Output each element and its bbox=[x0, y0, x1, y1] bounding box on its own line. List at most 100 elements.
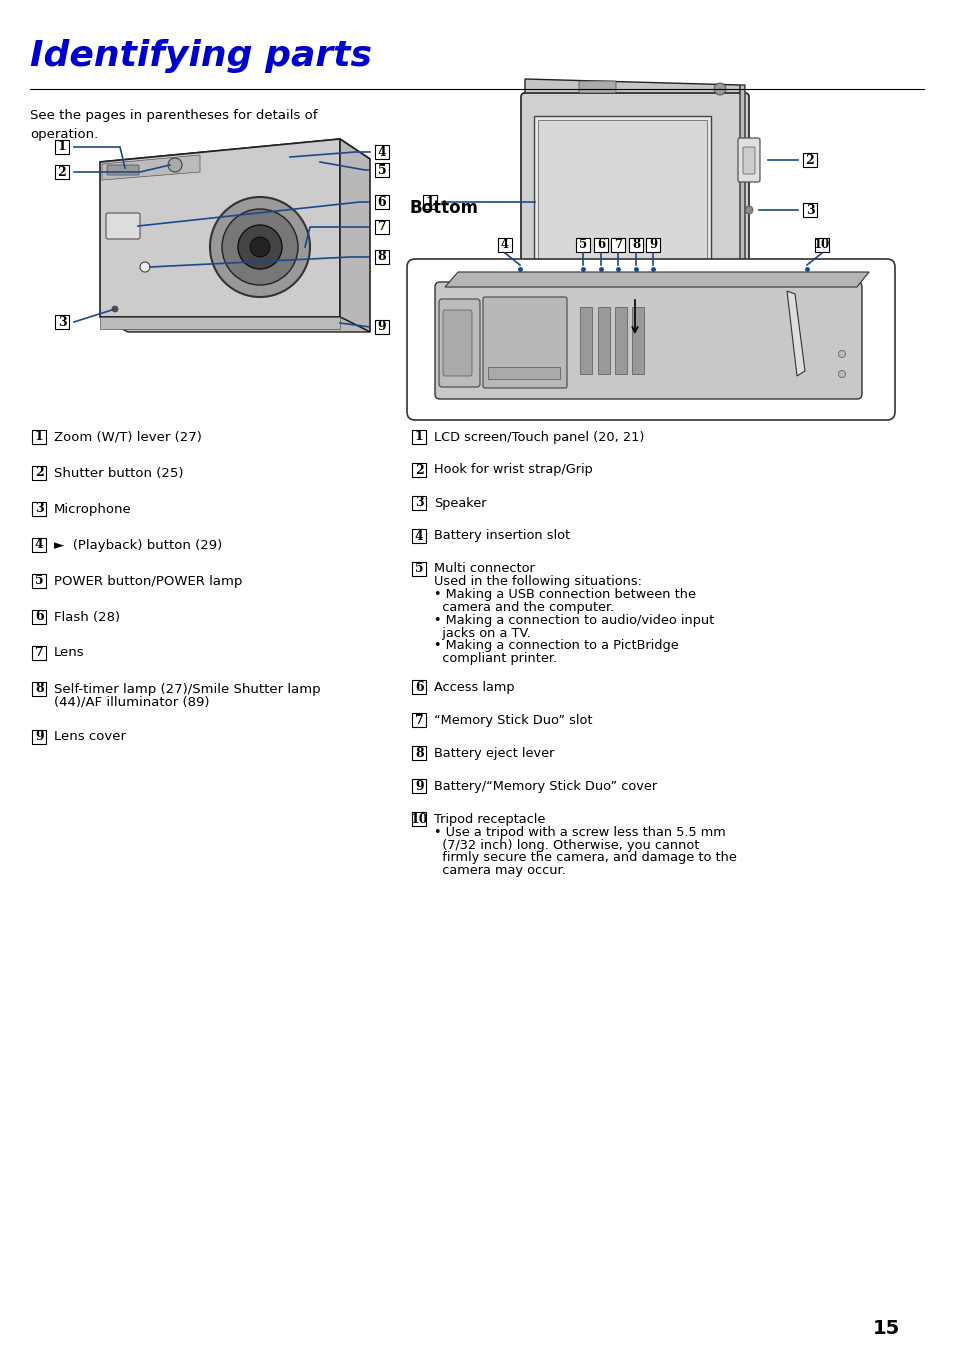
Text: 6: 6 bbox=[597, 239, 604, 251]
FancyBboxPatch shape bbox=[107, 166, 139, 175]
Text: 7: 7 bbox=[415, 714, 423, 727]
Text: Access lamp: Access lamp bbox=[434, 681, 514, 693]
Text: Self-timer lamp (27)/Smile Shutter lamp: Self-timer lamp (27)/Smile Shutter lamp bbox=[54, 683, 320, 696]
Polygon shape bbox=[100, 318, 370, 332]
Text: 7: 7 bbox=[35, 646, 44, 660]
Circle shape bbox=[210, 197, 310, 297]
FancyBboxPatch shape bbox=[55, 166, 69, 179]
Circle shape bbox=[713, 83, 725, 95]
FancyBboxPatch shape bbox=[537, 119, 706, 269]
FancyBboxPatch shape bbox=[32, 611, 46, 624]
Circle shape bbox=[168, 157, 182, 172]
Text: Flash (28): Flash (28) bbox=[54, 611, 120, 623]
Text: 1: 1 bbox=[425, 195, 434, 209]
Text: • Making a connection to audio/video input: • Making a connection to audio/video inp… bbox=[434, 613, 714, 627]
FancyBboxPatch shape bbox=[520, 94, 748, 296]
Text: 3: 3 bbox=[57, 315, 67, 328]
Circle shape bbox=[250, 237, 270, 256]
FancyBboxPatch shape bbox=[412, 430, 426, 444]
Text: 4: 4 bbox=[415, 529, 423, 543]
FancyBboxPatch shape bbox=[598, 307, 609, 375]
FancyBboxPatch shape bbox=[375, 250, 389, 265]
Text: 1: 1 bbox=[35, 430, 44, 444]
FancyBboxPatch shape bbox=[534, 115, 710, 273]
Text: LCD screen/Touch panel (20, 21): LCD screen/Touch panel (20, 21) bbox=[434, 430, 644, 444]
FancyBboxPatch shape bbox=[412, 813, 426, 826]
FancyBboxPatch shape bbox=[442, 309, 472, 376]
Text: 8: 8 bbox=[631, 239, 639, 251]
Text: 9: 9 bbox=[35, 730, 44, 744]
FancyBboxPatch shape bbox=[32, 646, 46, 660]
Polygon shape bbox=[786, 290, 804, 376]
Text: Identifying parts: Identifying parts bbox=[30, 39, 372, 73]
FancyBboxPatch shape bbox=[482, 297, 566, 388]
FancyBboxPatch shape bbox=[412, 562, 426, 575]
FancyBboxPatch shape bbox=[32, 502, 46, 516]
Text: 15: 15 bbox=[872, 1319, 899, 1338]
Text: Battery eject lever: Battery eject lever bbox=[434, 746, 554, 760]
FancyBboxPatch shape bbox=[55, 140, 69, 153]
Text: 5: 5 bbox=[415, 563, 423, 575]
FancyBboxPatch shape bbox=[32, 537, 46, 552]
Polygon shape bbox=[740, 85, 744, 292]
Text: 8: 8 bbox=[415, 746, 423, 760]
FancyBboxPatch shape bbox=[578, 81, 616, 94]
FancyBboxPatch shape bbox=[412, 529, 426, 543]
Text: 2: 2 bbox=[35, 467, 44, 479]
FancyBboxPatch shape bbox=[55, 315, 69, 328]
FancyBboxPatch shape bbox=[802, 153, 816, 167]
Text: Zoom (W/T) lever (27): Zoom (W/T) lever (27) bbox=[54, 430, 202, 444]
Text: 5: 5 bbox=[35, 574, 44, 588]
Text: 10: 10 bbox=[813, 239, 829, 251]
Text: 4: 4 bbox=[500, 239, 509, 251]
FancyBboxPatch shape bbox=[488, 366, 559, 379]
Text: Shutter button (25): Shutter button (25) bbox=[54, 467, 183, 479]
Text: Microphone: Microphone bbox=[54, 502, 132, 516]
Text: • Making a connection to a PictBridge: • Making a connection to a PictBridge bbox=[434, 639, 678, 653]
FancyBboxPatch shape bbox=[32, 730, 46, 744]
FancyBboxPatch shape bbox=[802, 204, 816, 217]
FancyBboxPatch shape bbox=[438, 299, 479, 387]
FancyBboxPatch shape bbox=[32, 574, 46, 588]
Text: 4: 4 bbox=[377, 145, 386, 159]
FancyBboxPatch shape bbox=[375, 145, 389, 159]
FancyBboxPatch shape bbox=[497, 239, 511, 251]
Text: 1: 1 bbox=[57, 141, 67, 153]
FancyBboxPatch shape bbox=[646, 239, 659, 251]
Text: 1: 1 bbox=[415, 430, 423, 444]
Text: Battery insertion slot: Battery insertion slot bbox=[434, 529, 570, 543]
FancyBboxPatch shape bbox=[576, 239, 589, 251]
Text: Lens: Lens bbox=[54, 646, 85, 660]
FancyBboxPatch shape bbox=[738, 138, 760, 182]
Text: 8: 8 bbox=[35, 683, 44, 696]
Text: ►  (Playback) button (29): ► (Playback) button (29) bbox=[54, 539, 222, 551]
FancyBboxPatch shape bbox=[32, 430, 46, 444]
Text: Speaker: Speaker bbox=[434, 497, 486, 509]
Text: 3: 3 bbox=[415, 497, 423, 509]
FancyBboxPatch shape bbox=[615, 307, 626, 375]
FancyBboxPatch shape bbox=[412, 714, 426, 727]
Circle shape bbox=[222, 209, 297, 285]
Text: 9: 9 bbox=[648, 239, 657, 251]
FancyBboxPatch shape bbox=[611, 239, 624, 251]
Polygon shape bbox=[102, 155, 200, 180]
FancyBboxPatch shape bbox=[412, 680, 426, 695]
FancyBboxPatch shape bbox=[742, 147, 754, 174]
Text: (7/32 inch) long. Otherwise, you cannot: (7/32 inch) long. Otherwise, you cannot bbox=[434, 839, 699, 851]
FancyBboxPatch shape bbox=[629, 239, 642, 251]
Text: • Making a USB connection between the: • Making a USB connection between the bbox=[434, 588, 696, 601]
FancyBboxPatch shape bbox=[631, 307, 643, 375]
Text: See the pages in parentheses for details of
operation.: See the pages in parentheses for details… bbox=[30, 109, 317, 141]
Text: Battery/“Memory Stick Duo” cover: Battery/“Memory Stick Duo” cover bbox=[434, 780, 657, 792]
Text: camera may occur.: camera may occur. bbox=[434, 864, 565, 877]
FancyBboxPatch shape bbox=[412, 463, 426, 476]
Text: 2: 2 bbox=[57, 166, 67, 179]
Circle shape bbox=[237, 225, 282, 269]
Text: (44)/AF illuminator (89): (44)/AF illuminator (89) bbox=[54, 696, 210, 708]
FancyBboxPatch shape bbox=[422, 195, 436, 209]
Text: firmly secure the camera, and damage to the: firmly secure the camera, and damage to … bbox=[434, 851, 736, 864]
FancyBboxPatch shape bbox=[412, 497, 426, 510]
Text: 2: 2 bbox=[415, 464, 423, 476]
FancyBboxPatch shape bbox=[594, 239, 607, 251]
FancyBboxPatch shape bbox=[407, 259, 894, 421]
